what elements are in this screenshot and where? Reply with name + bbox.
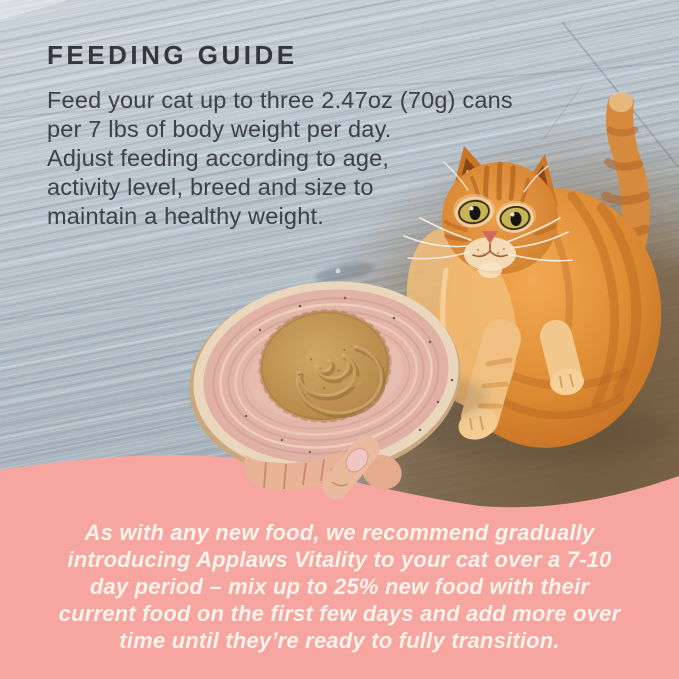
cat-nose bbox=[482, 231, 498, 244]
body-line: per 7 lbs of body weight per day. bbox=[47, 116, 392, 142]
body-line: Adjust feeding according to age, bbox=[47, 145, 390, 171]
note-line: As with any new food, we recommend gradu… bbox=[84, 520, 595, 545]
cat-muzzle bbox=[464, 237, 516, 271]
cat-head bbox=[403, 146, 573, 278]
cat-paw bbox=[550, 368, 584, 396]
plate-photo bbox=[189, 281, 488, 500]
hand-photo bbox=[244, 435, 402, 500]
feeding-guide-block: FEEDING GUIDE Feed your cat up to three … bbox=[47, 40, 513, 231]
cat-whiskers bbox=[403, 161, 573, 262]
note-line: current food on the first few days and a… bbox=[58, 601, 621, 626]
note-line: day period – mix up to 25% new food with… bbox=[89, 574, 590, 599]
note-line: introducing Applaws Vitality to your cat… bbox=[67, 547, 612, 572]
thumb-nail bbox=[345, 447, 369, 473]
cat-photo bbox=[403, 92, 670, 462]
cat-front-leg-right bbox=[540, 320, 584, 396]
cat-eye-left bbox=[454, 196, 494, 228]
page-title: FEEDING GUIDE bbox=[47, 40, 298, 70]
note-line: time until they’re ready to fully transi… bbox=[119, 628, 560, 653]
transition-note-block: As with any new food, we recommend gradu… bbox=[0, 519, 679, 654]
body-line: Feed your cat up to three 2.47oz (70g) c… bbox=[47, 87, 513, 113]
body-line: activity level, breed and size to bbox=[47, 174, 374, 200]
pink-wave-panel bbox=[0, 455, 679, 679]
feeding-guide-body: Feed your cat up to three 2.47oz (70g) c… bbox=[47, 86, 513, 231]
cat-paw bbox=[458, 408, 498, 440]
body-line: maintain a healthy weight. bbox=[47, 203, 324, 229]
cat-food-swirl bbox=[258, 309, 392, 423]
cat-eye-right bbox=[496, 203, 534, 233]
hand-fingers bbox=[244, 450, 344, 490]
